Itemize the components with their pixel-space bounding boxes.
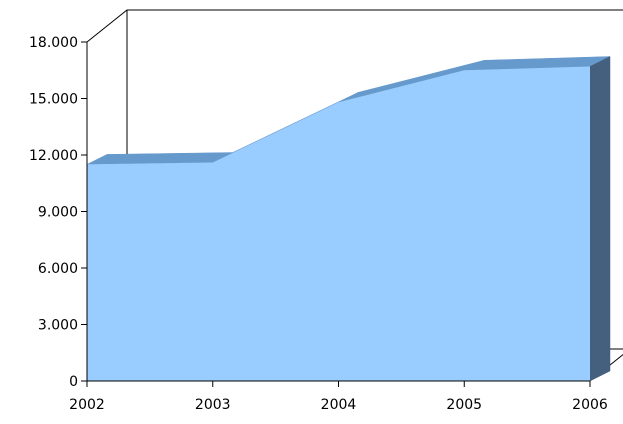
area-side-face [589, 56, 611, 382]
area-front-face [87, 66, 590, 381]
chart-axes: 0 3.000 6.000 9.000 12.000 15.000 18.000 2002 20… [29, 35, 608, 413]
y-tick-label-0: 0 [69, 374, 78, 390]
y-tick-label-3.000: 3.000 [38, 318, 78, 334]
chart-area-layer [86, 56, 611, 382]
back-wall-top-edge [86, 9, 623, 43]
y-tick-label-18.000: 18.000 [29, 35, 78, 51]
y-tick-label-9.000: 9.000 [38, 205, 78, 221]
x-tick-label-2006: 2006 [572, 397, 608, 413]
x-tick-label-2004: 2004 [321, 397, 357, 413]
y-tick-label-6.000: 6.000 [38, 261, 78, 277]
x-tick-label-2005: 2005 [446, 397, 482, 413]
y-tick-label-15.000: 15.000 [29, 92, 78, 108]
x-tick-label-2002: 2002 [69, 397, 105, 413]
x-tick-label-2003: 2003 [195, 397, 231, 413]
y-tick-label-12.000: 12.000 [29, 148, 78, 164]
